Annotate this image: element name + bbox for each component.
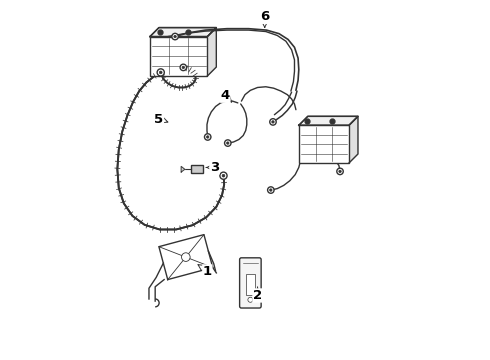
Polygon shape <box>181 166 185 172</box>
Text: 5: 5 <box>154 113 164 126</box>
Text: 4: 4 <box>220 89 230 102</box>
Circle shape <box>337 168 343 175</box>
Polygon shape <box>299 116 358 125</box>
Circle shape <box>270 189 272 191</box>
Bar <box>246 274 255 294</box>
Circle shape <box>226 142 229 144</box>
Circle shape <box>174 35 176 38</box>
Polygon shape <box>207 28 216 76</box>
Circle shape <box>204 134 211 140</box>
Circle shape <box>159 71 162 74</box>
Circle shape <box>180 64 187 71</box>
Text: 1: 1 <box>203 265 212 278</box>
Bar <box>150 37 207 76</box>
Circle shape <box>268 187 274 193</box>
Polygon shape <box>159 235 213 280</box>
Text: 6: 6 <box>260 10 270 23</box>
Polygon shape <box>349 116 358 163</box>
Circle shape <box>270 119 276 125</box>
Circle shape <box>172 33 178 40</box>
Bar <box>299 125 349 163</box>
Circle shape <box>224 140 231 146</box>
Bar <box>191 165 203 173</box>
Circle shape <box>182 66 185 69</box>
Circle shape <box>222 174 225 177</box>
Circle shape <box>206 136 209 138</box>
Text: 2: 2 <box>253 289 262 302</box>
Circle shape <box>220 172 227 179</box>
Circle shape <box>181 253 190 261</box>
Circle shape <box>157 69 164 76</box>
Circle shape <box>339 170 341 172</box>
Text: 3: 3 <box>210 161 219 174</box>
Circle shape <box>272 121 274 123</box>
FancyBboxPatch shape <box>240 258 261 308</box>
Polygon shape <box>150 28 216 37</box>
Circle shape <box>248 297 253 302</box>
